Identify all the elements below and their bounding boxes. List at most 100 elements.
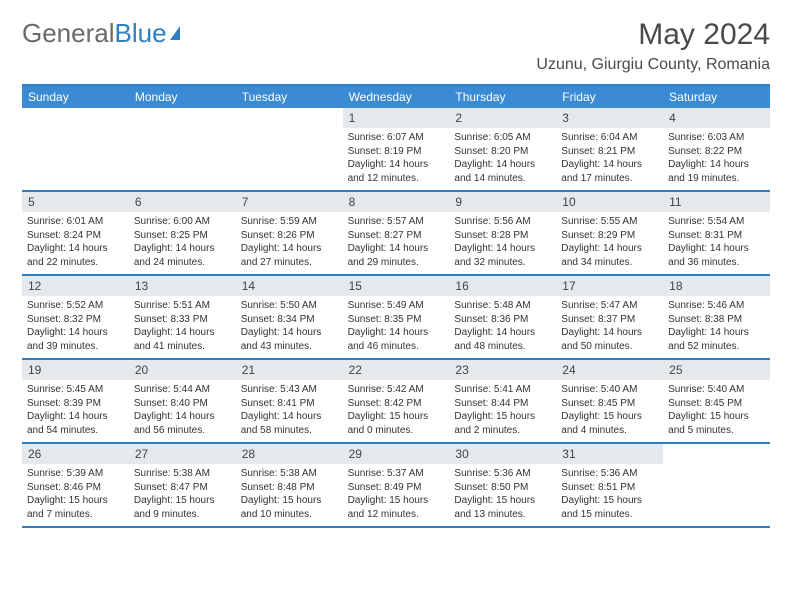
day-cell: 30Sunrise: 5:36 AMSunset: 8:50 PMDayligh… xyxy=(449,444,556,526)
day-info: Sunrise: 5:51 AMSunset: 8:33 PMDaylight:… xyxy=(129,296,236,357)
day-info: Sunrise: 5:50 AMSunset: 8:34 PMDaylight:… xyxy=(236,296,343,357)
day-info: Sunrise: 6:00 AMSunset: 8:25 PMDaylight:… xyxy=(129,212,236,273)
day-cell: 2Sunrise: 6:05 AMSunset: 8:20 PMDaylight… xyxy=(449,108,556,190)
day-number: 21 xyxy=(236,360,343,380)
day-cell: 24Sunrise: 5:40 AMSunset: 8:45 PMDayligh… xyxy=(556,360,663,442)
day-cell: 7Sunrise: 5:59 AMSunset: 8:26 PMDaylight… xyxy=(236,192,343,274)
week-row: 1Sunrise: 6:07 AMSunset: 8:19 PMDaylight… xyxy=(22,108,770,192)
day-cell: 11Sunrise: 5:54 AMSunset: 8:31 PMDayligh… xyxy=(663,192,770,274)
day-cell: 6Sunrise: 6:00 AMSunset: 8:25 PMDaylight… xyxy=(129,192,236,274)
day-number: 1 xyxy=(343,108,450,128)
day-info: Sunrise: 5:38 AMSunset: 8:47 PMDaylight:… xyxy=(129,464,236,525)
day-number: 28 xyxy=(236,444,343,464)
day-number: 24 xyxy=(556,360,663,380)
brand-logo: GeneralBlue xyxy=(22,18,180,49)
dow-label: Saturday xyxy=(663,86,770,108)
day-info: Sunrise: 5:47 AMSunset: 8:37 PMDaylight:… xyxy=(556,296,663,357)
empty-cell xyxy=(236,108,343,190)
day-cell: 14Sunrise: 5:50 AMSunset: 8:34 PMDayligh… xyxy=(236,276,343,358)
day-info: Sunrise: 5:59 AMSunset: 8:26 PMDaylight:… xyxy=(236,212,343,273)
day-cell: 25Sunrise: 5:40 AMSunset: 8:45 PMDayligh… xyxy=(663,360,770,442)
day-number: 25 xyxy=(663,360,770,380)
day-number: 31 xyxy=(556,444,663,464)
day-number: 22 xyxy=(343,360,450,380)
day-cell: 12Sunrise: 5:52 AMSunset: 8:32 PMDayligh… xyxy=(22,276,129,358)
day-number: 4 xyxy=(663,108,770,128)
day-cell: 16Sunrise: 5:48 AMSunset: 8:36 PMDayligh… xyxy=(449,276,556,358)
day-number: 9 xyxy=(449,192,556,212)
day-info: Sunrise: 5:57 AMSunset: 8:27 PMDaylight:… xyxy=(343,212,450,273)
day-cell: 26Sunrise: 5:39 AMSunset: 8:46 PMDayligh… xyxy=(22,444,129,526)
day-number: 29 xyxy=(343,444,450,464)
day-info: Sunrise: 5:40 AMSunset: 8:45 PMDaylight:… xyxy=(663,380,770,441)
title-block: May 2024 Uzunu, Giurgiu County, Romania xyxy=(536,18,770,74)
calendar: SundayMondayTuesdayWednesdayThursdayFrid… xyxy=(22,84,770,528)
weeks: 1Sunrise: 6:07 AMSunset: 8:19 PMDaylight… xyxy=(22,108,770,528)
day-number: 15 xyxy=(343,276,450,296)
day-info: Sunrise: 5:36 AMSunset: 8:51 PMDaylight:… xyxy=(556,464,663,525)
day-number: 10 xyxy=(556,192,663,212)
day-info: Sunrise: 5:36 AMSunset: 8:50 PMDaylight:… xyxy=(449,464,556,525)
day-number: 14 xyxy=(236,276,343,296)
day-info: Sunrise: 5:55 AMSunset: 8:29 PMDaylight:… xyxy=(556,212,663,273)
day-cell: 9Sunrise: 5:56 AMSunset: 8:28 PMDaylight… xyxy=(449,192,556,274)
day-info: Sunrise: 6:03 AMSunset: 8:22 PMDaylight:… xyxy=(663,128,770,189)
day-info: Sunrise: 5:39 AMSunset: 8:46 PMDaylight:… xyxy=(22,464,129,525)
day-number: 19 xyxy=(22,360,129,380)
month-title: May 2024 xyxy=(536,18,770,52)
day-number: 8 xyxy=(343,192,450,212)
empty-cell xyxy=(663,444,770,526)
day-info: Sunrise: 5:44 AMSunset: 8:40 PMDaylight:… xyxy=(129,380,236,441)
day-number: 18 xyxy=(663,276,770,296)
day-info: Sunrise: 6:05 AMSunset: 8:20 PMDaylight:… xyxy=(449,128,556,189)
day-number: 13 xyxy=(129,276,236,296)
dow-label: Tuesday xyxy=(236,86,343,108)
dow-label: Wednesday xyxy=(343,86,450,108)
week-row: 19Sunrise: 5:45 AMSunset: 8:39 PMDayligh… xyxy=(22,360,770,444)
day-number: 27 xyxy=(129,444,236,464)
day-number: 23 xyxy=(449,360,556,380)
day-cell: 18Sunrise: 5:46 AMSunset: 8:38 PMDayligh… xyxy=(663,276,770,358)
day-info: Sunrise: 5:38 AMSunset: 8:48 PMDaylight:… xyxy=(236,464,343,525)
week-row: 12Sunrise: 5:52 AMSunset: 8:32 PMDayligh… xyxy=(22,276,770,360)
day-cell: 27Sunrise: 5:38 AMSunset: 8:47 PMDayligh… xyxy=(129,444,236,526)
day-info: Sunrise: 5:56 AMSunset: 8:28 PMDaylight:… xyxy=(449,212,556,273)
empty-cell xyxy=(129,108,236,190)
day-cell: 23Sunrise: 5:41 AMSunset: 8:44 PMDayligh… xyxy=(449,360,556,442)
day-number: 20 xyxy=(129,360,236,380)
dow-label: Monday xyxy=(129,86,236,108)
brand-part1: General xyxy=(22,18,115,49)
day-info: Sunrise: 5:37 AMSunset: 8:49 PMDaylight:… xyxy=(343,464,450,525)
day-cell: 28Sunrise: 5:38 AMSunset: 8:48 PMDayligh… xyxy=(236,444,343,526)
day-cell: 19Sunrise: 5:45 AMSunset: 8:39 PMDayligh… xyxy=(22,360,129,442)
day-cell: 3Sunrise: 6:04 AMSunset: 8:21 PMDaylight… xyxy=(556,108,663,190)
day-cell: 22Sunrise: 5:42 AMSunset: 8:42 PMDayligh… xyxy=(343,360,450,442)
day-cell: 17Sunrise: 5:47 AMSunset: 8:37 PMDayligh… xyxy=(556,276,663,358)
day-cell: 21Sunrise: 5:43 AMSunset: 8:41 PMDayligh… xyxy=(236,360,343,442)
day-info: Sunrise: 5:46 AMSunset: 8:38 PMDaylight:… xyxy=(663,296,770,357)
dow-label: Sunday xyxy=(22,86,129,108)
week-row: 5Sunrise: 6:01 AMSunset: 8:24 PMDaylight… xyxy=(22,192,770,276)
day-info: Sunrise: 5:49 AMSunset: 8:35 PMDaylight:… xyxy=(343,296,450,357)
day-cell: 10Sunrise: 5:55 AMSunset: 8:29 PMDayligh… xyxy=(556,192,663,274)
week-row: 26Sunrise: 5:39 AMSunset: 8:46 PMDayligh… xyxy=(22,444,770,528)
day-info: Sunrise: 5:41 AMSunset: 8:44 PMDaylight:… xyxy=(449,380,556,441)
day-number: 30 xyxy=(449,444,556,464)
day-cell: 29Sunrise: 5:37 AMSunset: 8:49 PMDayligh… xyxy=(343,444,450,526)
day-info: Sunrise: 6:01 AMSunset: 8:24 PMDaylight:… xyxy=(22,212,129,273)
day-cell: 31Sunrise: 5:36 AMSunset: 8:51 PMDayligh… xyxy=(556,444,663,526)
day-info: Sunrise: 5:52 AMSunset: 8:32 PMDaylight:… xyxy=(22,296,129,357)
day-cell: 8Sunrise: 5:57 AMSunset: 8:27 PMDaylight… xyxy=(343,192,450,274)
day-number: 26 xyxy=(22,444,129,464)
day-number: 2 xyxy=(449,108,556,128)
day-number: 17 xyxy=(556,276,663,296)
day-number: 7 xyxy=(236,192,343,212)
day-info: Sunrise: 6:04 AMSunset: 8:21 PMDaylight:… xyxy=(556,128,663,189)
day-cell: 1Sunrise: 6:07 AMSunset: 8:19 PMDaylight… xyxy=(343,108,450,190)
day-number: 6 xyxy=(129,192,236,212)
day-cell: 20Sunrise: 5:44 AMSunset: 8:40 PMDayligh… xyxy=(129,360,236,442)
brand-part2: Blue xyxy=(115,18,167,49)
day-number: 11 xyxy=(663,192,770,212)
dow-row: SundayMondayTuesdayWednesdayThursdayFrid… xyxy=(22,86,770,108)
dow-label: Thursday xyxy=(449,86,556,108)
